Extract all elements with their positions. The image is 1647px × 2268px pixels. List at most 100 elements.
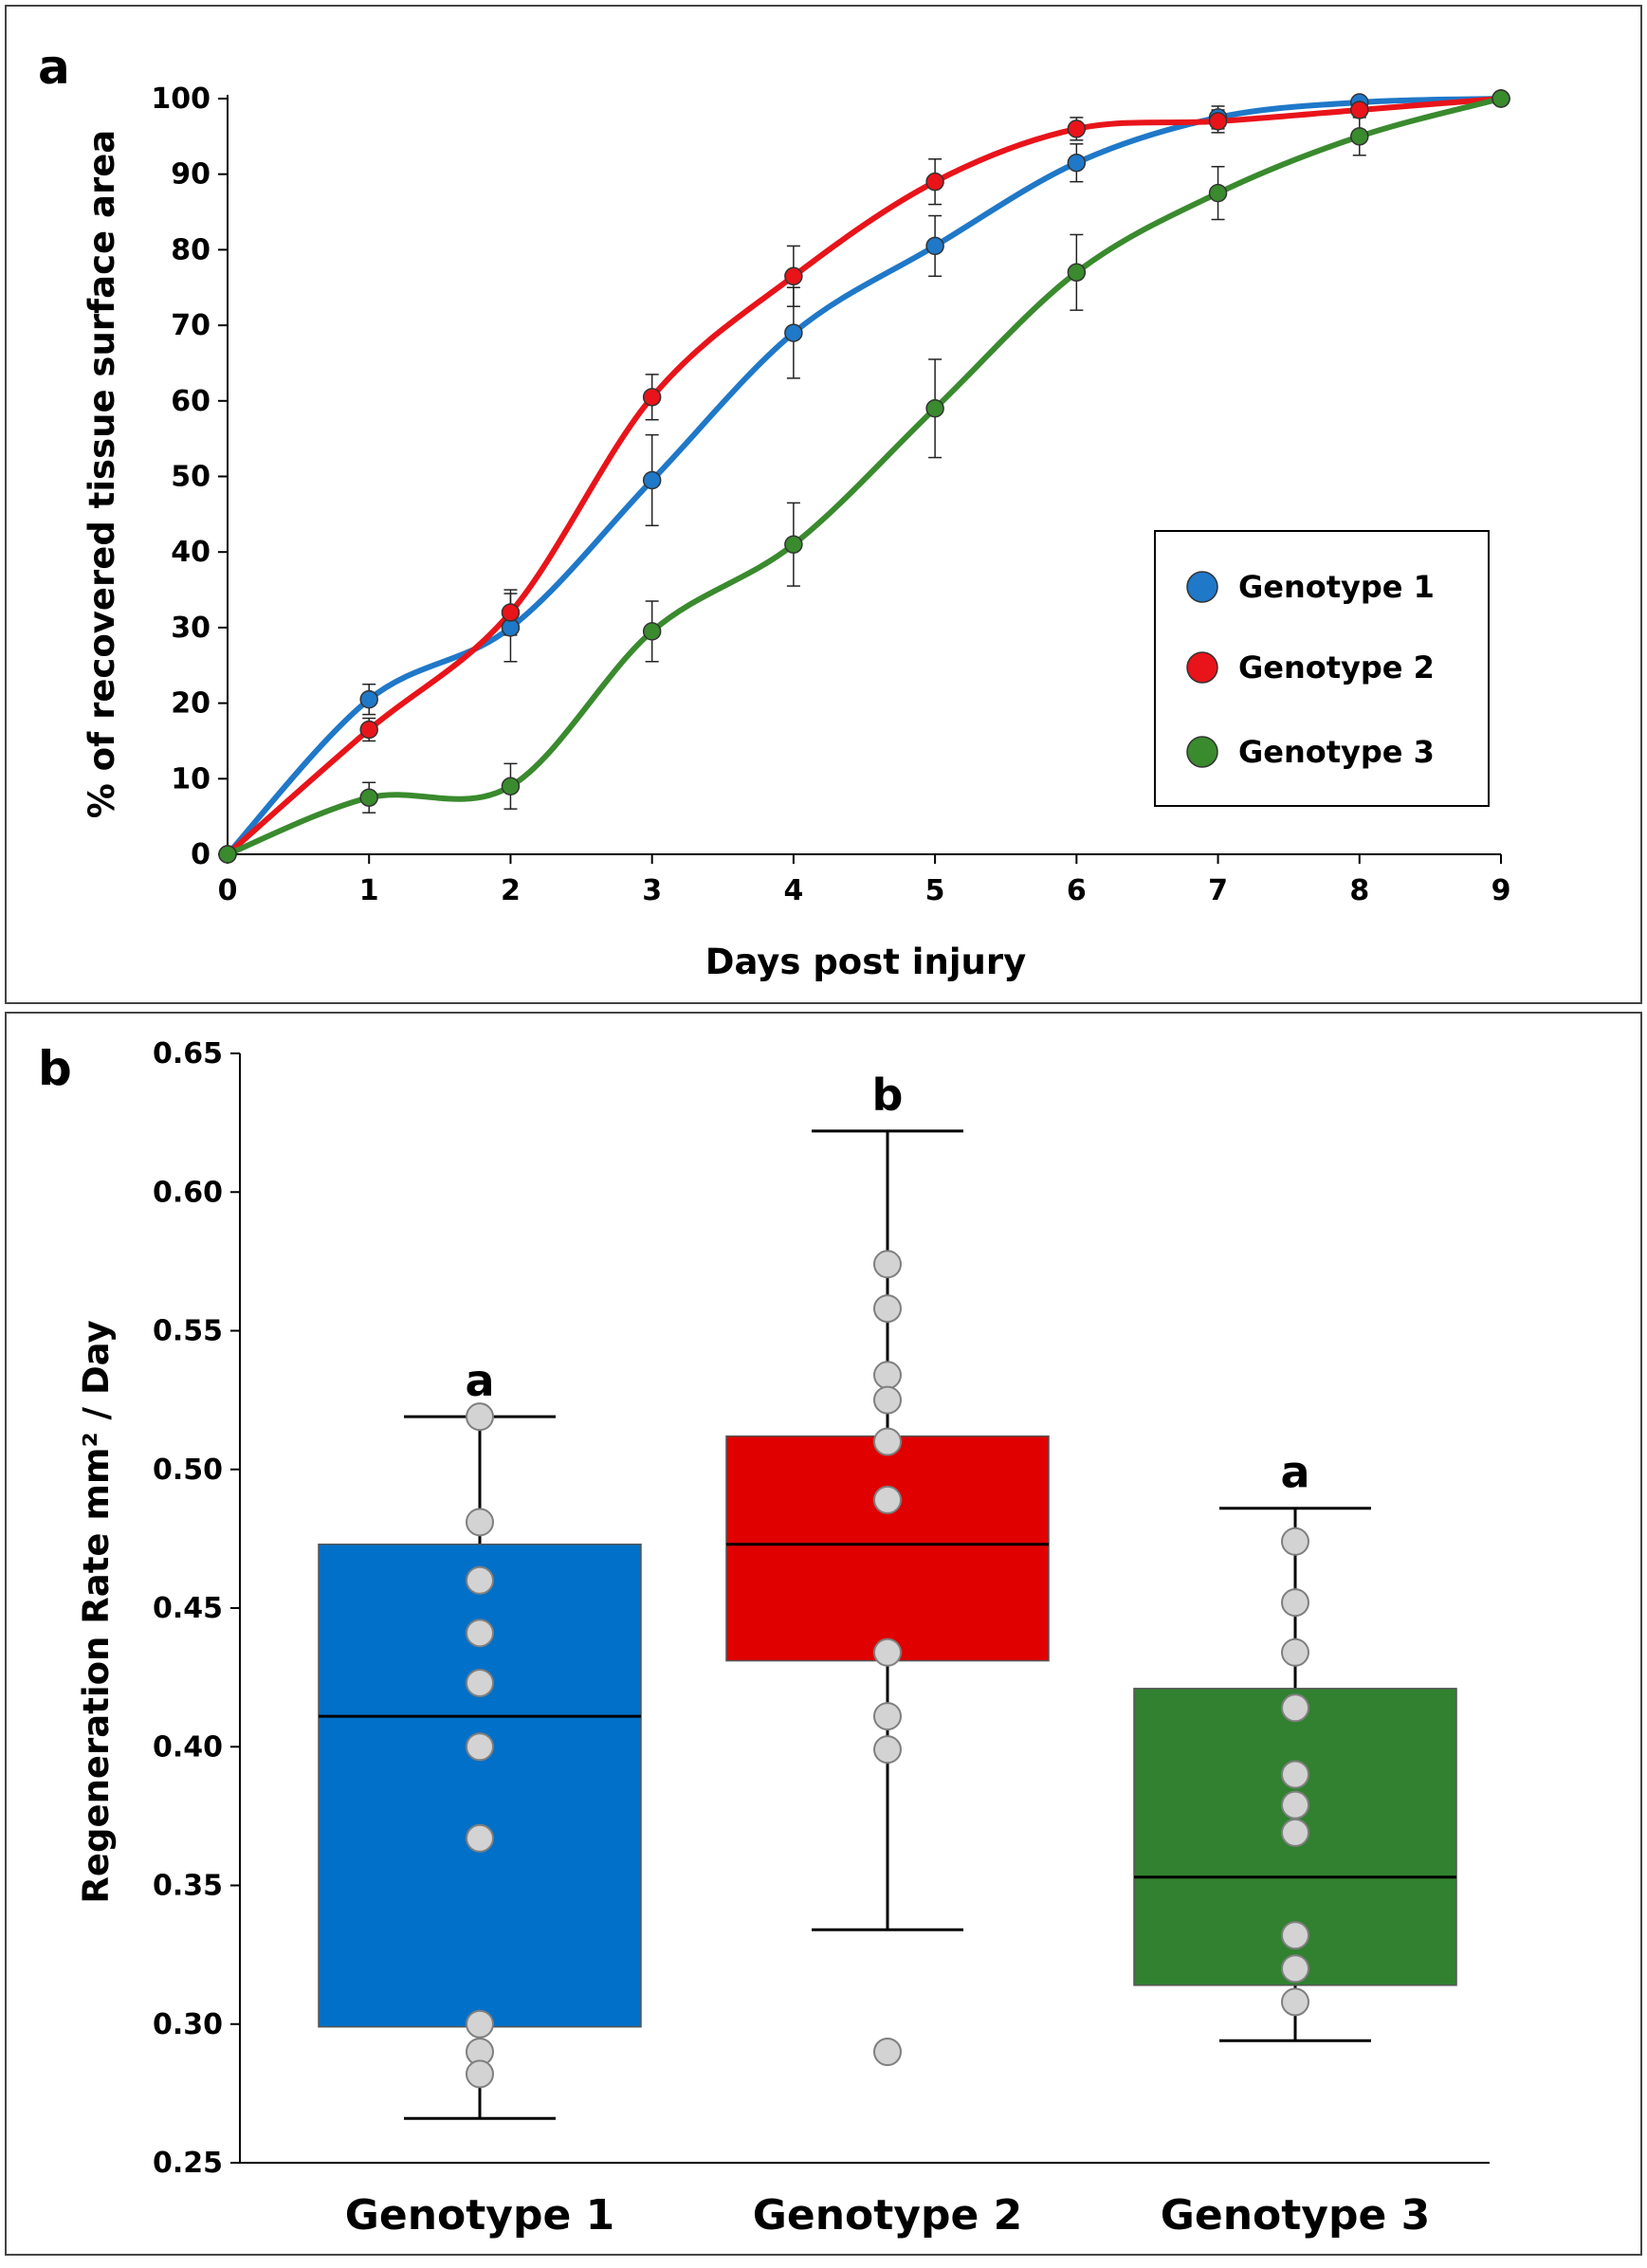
series-line-genotype-2 [226,96,1502,857]
line-chart: 0 10 20 30 40 50 60 70 80 90 100 0 1 2 3 4 5 6 7 8 9 [151,82,1510,907]
data-point [873,1361,902,1390]
data-point-genotype-3 [784,535,803,554]
legend-marker-genotype-3 [1186,736,1218,768]
data-point [873,1250,902,1279]
data-point-genotype-1 [642,470,662,490]
data-point [1281,1637,1309,1667]
data-point [466,2009,494,2039]
data-point-genotype-2 [642,388,662,407]
data-point [873,2038,902,2066]
legend-label-genotype-1: Genotype 1 [1238,569,1435,605]
y-tick-label: 50 [171,461,210,494]
legend-marker-genotype-2 [1186,651,1218,684]
data-point [1281,1527,1309,1556]
data-point [873,1735,902,1765]
data-point [466,1565,494,1595]
significance-letter: a [465,1355,494,1406]
data-point-genotype-3 [501,777,521,796]
x-tick-label: 9 [1491,874,1511,907]
y-tick-label: 0.45 [153,1592,223,1625]
box-chart: 0.25 0.30 0.35 0.40 0.45 0.50 0.55 0.60 0.65 a Gen… [153,1037,1490,2240]
x-tick-label: 6 [1067,874,1087,907]
y-tick-label: 0 [191,838,210,871]
data-point [466,1619,494,1648]
box-genotype-1 [318,1543,642,2028]
data-point-genotype-3 [359,788,378,807]
y-tick-label: 60 [171,385,210,418]
data-point [1281,1954,1309,1984]
data-point [1281,1790,1309,1820]
y-tick-label: 0.25 [153,2147,223,2180]
y-tick-label: 0.65 [153,1037,223,1070]
legend: Genotype 1 Genotype 2 Genotype 3 [1154,530,1490,807]
data-point [1281,1921,1309,1950]
data-point [873,1702,902,1731]
legend-label-genotype-2: Genotype 2 [1238,649,1435,686]
series-line-genotype-3 [226,96,1502,857]
data-point-genotype-3 [218,845,237,864]
data-point-genotype-2 [359,720,378,740]
data-point [466,1823,494,1853]
data-point-genotype-3 [1067,263,1087,283]
box-genotype-2 [725,1435,1050,1662]
x-tick-label: 2 [501,874,521,907]
y-tick-label: 30 [171,612,210,645]
x-category-label: Genotype 3 [1161,2191,1431,2240]
data-point-genotype-3 [925,399,944,418]
x-category-label: Genotype 1 [345,2191,615,2240]
y-tick-label: 0.40 [153,1730,223,1764]
data-point-genotype-1 [359,689,378,709]
x-category-label: Genotype 2 [753,2191,1023,2240]
x-tick-label: 3 [642,874,662,907]
data-point-genotype-3 [642,622,662,641]
data-point-genotype-3 [1491,89,1510,108]
panel-b-frame [5,1012,1642,2256]
panel-a-x-axis-title: Days post injury [705,942,1026,982]
data-point [466,1402,494,1432]
data-point [1281,1760,1309,1789]
data-point [873,1637,902,1667]
data-point-genotype-3 [1208,183,1228,203]
y-tick-label: 100 [151,82,210,116]
panel-a-frame [5,5,1642,1004]
y-tick-label: 10 [171,762,210,796]
y-tick-label: 0.50 [153,1454,223,1487]
data-point-genotype-2 [1350,101,1369,119]
x-tick-label: 8 [1349,874,1369,907]
data-point-genotype-1 [925,236,944,256]
legend-marker-genotype-1 [1186,571,1218,603]
data-point [466,1668,494,1697]
data-point-genotype-1 [1067,153,1087,173]
data-point [1281,1987,1309,2017]
y-tick-label: 0.30 [153,2008,223,2041]
data-point [466,1508,494,1537]
x-tick-label: 1 [359,874,379,907]
legend-label-genotype-3: Genotype 3 [1238,734,1435,770]
panel-a-y-axis-title: % of recovered tissue surface area [82,130,122,819]
data-point [873,1385,902,1415]
y-tick-label: 0.35 [153,1870,223,1903]
y-tick-label: 90 [171,158,210,192]
x-tick-label: 7 [1208,874,1228,907]
y-tick-label: 0.55 [153,1315,223,1348]
data-point-genotype-2 [1208,112,1228,131]
data-point-genotype-1 [784,323,803,342]
data-point-genotype-2 [1067,119,1087,138]
x-tick-label: 4 [783,874,803,907]
data-point [873,1294,902,1324]
panel-b-y-axis-title: Regeneration Rate mm² / Day [76,1320,117,1903]
y-tick-label: 40 [171,536,210,569]
data-point [466,1732,494,1762]
x-tick-label: 5 [925,874,945,907]
y-tick-label: 0.60 [153,1176,223,1209]
data-point [873,1485,902,1514]
panel-a-label: a [38,40,70,95]
x-tick-label: 0 [218,874,238,907]
data-point [1281,1693,1309,1723]
data-point [873,1427,902,1456]
data-point-genotype-2 [501,603,521,622]
data-point [466,2059,494,2089]
y-tick-label: 20 [171,687,210,721]
significance-letter: b [872,1070,904,1121]
